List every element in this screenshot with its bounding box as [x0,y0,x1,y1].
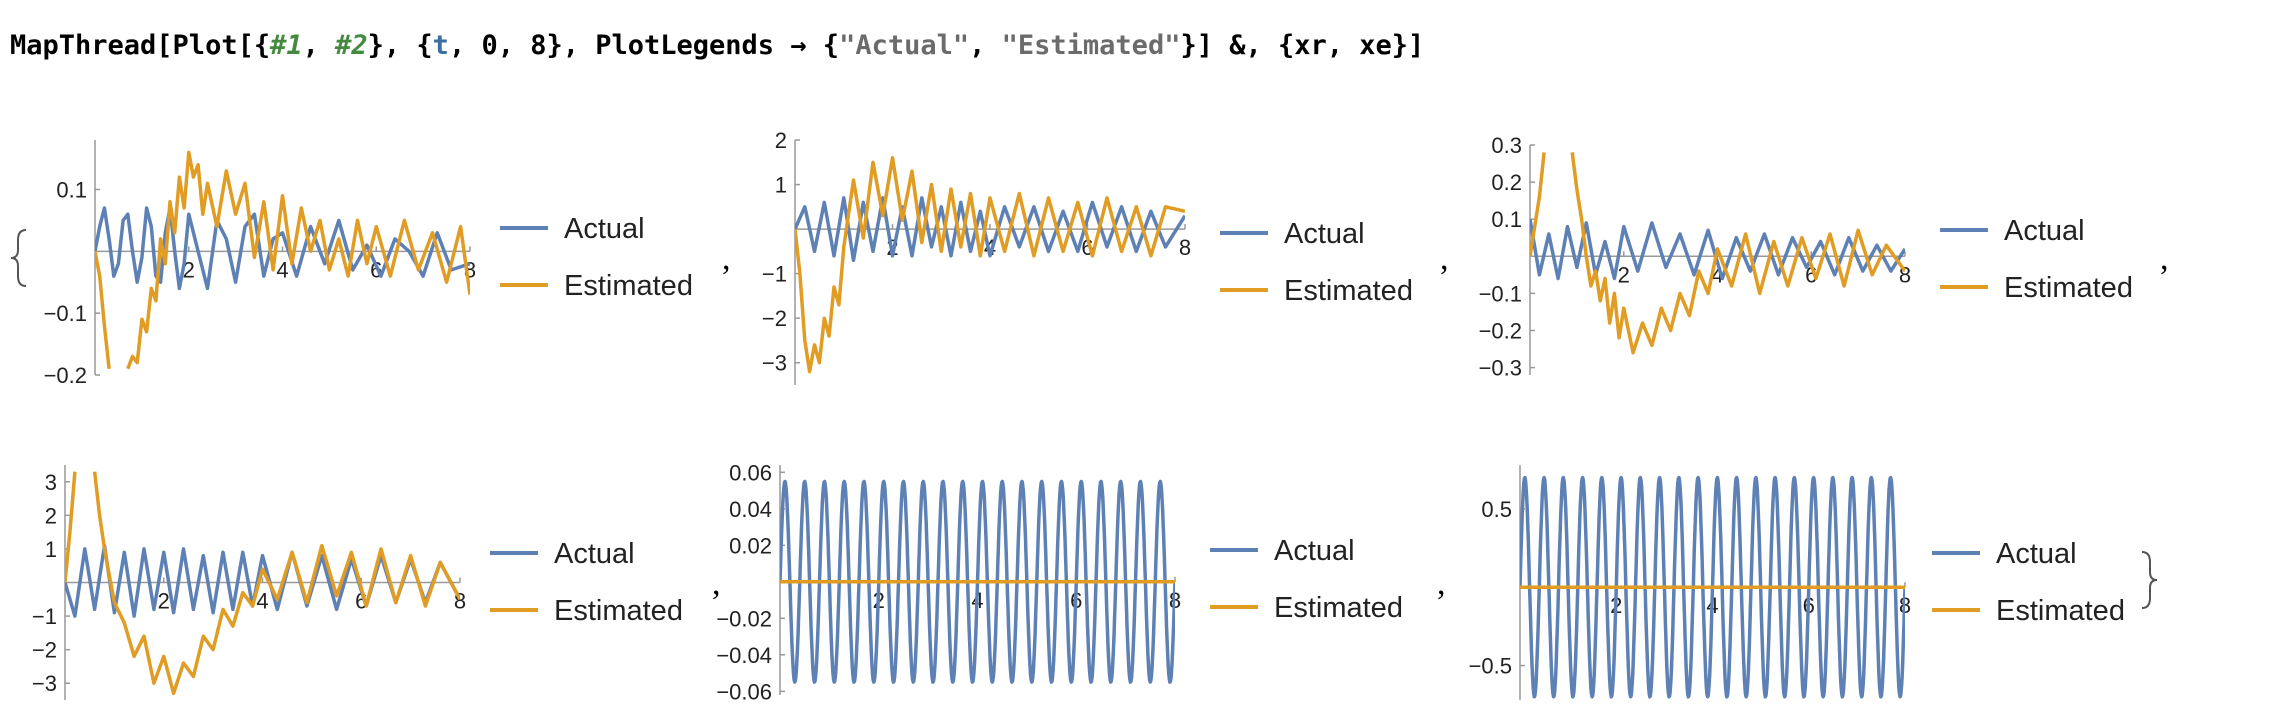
legend-swatch [500,282,548,287]
legend-entry: Estimated [1940,272,2133,305]
y-tick-label: −2 [32,638,57,663]
y-tick-label: −0.04 [716,643,772,668]
legend-label: Estimated [554,594,683,627]
y-tick-label: −3 [32,671,57,696]
y-tick-label: 0.04 [729,497,772,522]
legend-swatch [1210,548,1258,553]
legend-entry: Actual [500,213,645,246]
legend-label: Actual [2004,215,2085,247]
y-tick-label: −0.5 [1469,654,1512,679]
list-separator: , [722,240,731,277]
y-tick-label: −2 [762,306,787,331]
code-token: , [969,30,1002,61]
legend-entry: Actual [1932,538,2077,571]
x-tick-label: 2 [1618,262,1630,287]
legend-label: Estimated [1284,274,1413,307]
y-tick-label: −0.06 [716,679,772,704]
y-tick-label: 3 [45,470,57,495]
code-token: "Estimated" [1001,30,1181,61]
legend-entry: Actual [1210,535,1355,568]
legend-swatch [490,607,538,612]
code-input-line[interactable]: MapThread[Plot[{#1, #2}, {t, 0, 8}, Plot… [10,30,1424,61]
legend-swatch [1220,287,1268,292]
legend-entry: Actual [490,538,635,571]
legend-entry: Estimated [1220,275,1413,308]
y-tick-label: −0.3 [1479,356,1522,381]
legend-swatch [1932,607,1980,612]
open-brace [10,229,27,287]
legend-swatch [500,225,548,230]
legend-entry: Actual [1220,218,1365,251]
legend-swatch [490,550,538,555]
legend-label: Estimated [1996,594,2125,627]
y-tick-label: 0.3 [1491,133,1522,158]
y-tick-label: −1 [32,604,57,629]
y-tick-label: −0.1 [44,301,87,326]
code-token: "Actual" [839,30,970,61]
code-token: #2 [335,30,368,61]
y-tick-label: 0.06 [729,460,772,485]
legend-entry: Estimated [1932,595,2125,628]
code-token: , [302,30,336,61]
y-tick-label: −0.2 [44,363,87,388]
list-separator: , [712,565,721,602]
legend-entry: Actual [1940,215,2085,248]
code-token: }, { [367,30,433,61]
legend-label: Actual [1284,217,1365,250]
code-token: t [432,30,449,61]
legend-label: Actual [554,537,635,570]
legend-swatch [1940,285,1988,290]
list-separator: , [1437,565,1446,602]
legend-label: Actual [1996,537,2077,570]
code-token: #1 [270,30,303,61]
code-token: MapThread[Plot[{ [10,30,271,61]
x-tick-label: 8 [1179,235,1191,260]
legend-label: Estimated [564,269,693,302]
y-tick-label: −0.2 [1479,318,1522,343]
code-token: , 0, 8}, PlotLegends → { [448,30,840,61]
y-tick-label: 0.1 [56,177,87,202]
line-plot-3: 2 4 6 80.30.20.1−0.1−0.2−0.3 [1479,133,1912,381]
legend-swatch [1210,605,1258,610]
legend-label: Actual [1274,535,1355,567]
series-estimated-line [65,471,460,696]
series-estimated-line [795,156,1185,374]
y-tick-label: 2 [775,128,787,153]
legend-label: Actual [564,212,645,245]
y-tick-label: 2 [45,503,57,528]
line-plot-6: 2 4 6 80.5−0.5 [1469,465,1911,700]
line-plot-2: 2 4 6 821−1−2−3 [762,128,1191,385]
y-tick-label: 1 [775,173,787,198]
y-tick-label: −1 [762,262,787,287]
y-tick-label: 1 [45,537,57,562]
y-tick-label: 0.1 [1491,207,1522,232]
series-estimated-line [1530,152,1905,355]
y-tick-label: −3 [762,351,787,376]
legend-entry: Estimated [500,270,693,303]
legend-swatch [1220,230,1268,235]
y-tick-label: 0.2 [1491,170,1522,195]
legend-entry: Estimated [490,595,683,628]
list-separator: , [2160,240,2169,277]
y-tick-label: 0.02 [729,533,772,558]
x-tick-label: 2 [158,589,170,614]
list-separator: , [1440,240,1449,277]
x-tick-label: 4 [276,257,288,282]
line-plot-1: 2 4 6 80.1−0.1−0.2 [44,140,476,388]
legend-entry: Estimated [1210,592,1403,625]
y-tick-label: 0.5 [1481,497,1512,522]
series-actual-line [1530,218,1905,281]
legend-swatch [1940,228,1988,233]
y-tick-label: −0.02 [716,606,772,631]
legend-swatch [1932,550,1980,555]
legend-label: Estimated [2004,272,2133,304]
y-tick-label: −0.1 [1479,281,1522,306]
x-tick-label: 4 [256,589,268,614]
series-estimated-line [95,150,470,370]
legend-label: Estimated [1274,592,1403,624]
close-brace [2141,551,2158,609]
code-token: }] &, {xr, xe}] [1180,30,1425,61]
line-plot-5: 2 4 6 80.060.040.02−0.02−0.04−0.06 [716,460,1181,704]
